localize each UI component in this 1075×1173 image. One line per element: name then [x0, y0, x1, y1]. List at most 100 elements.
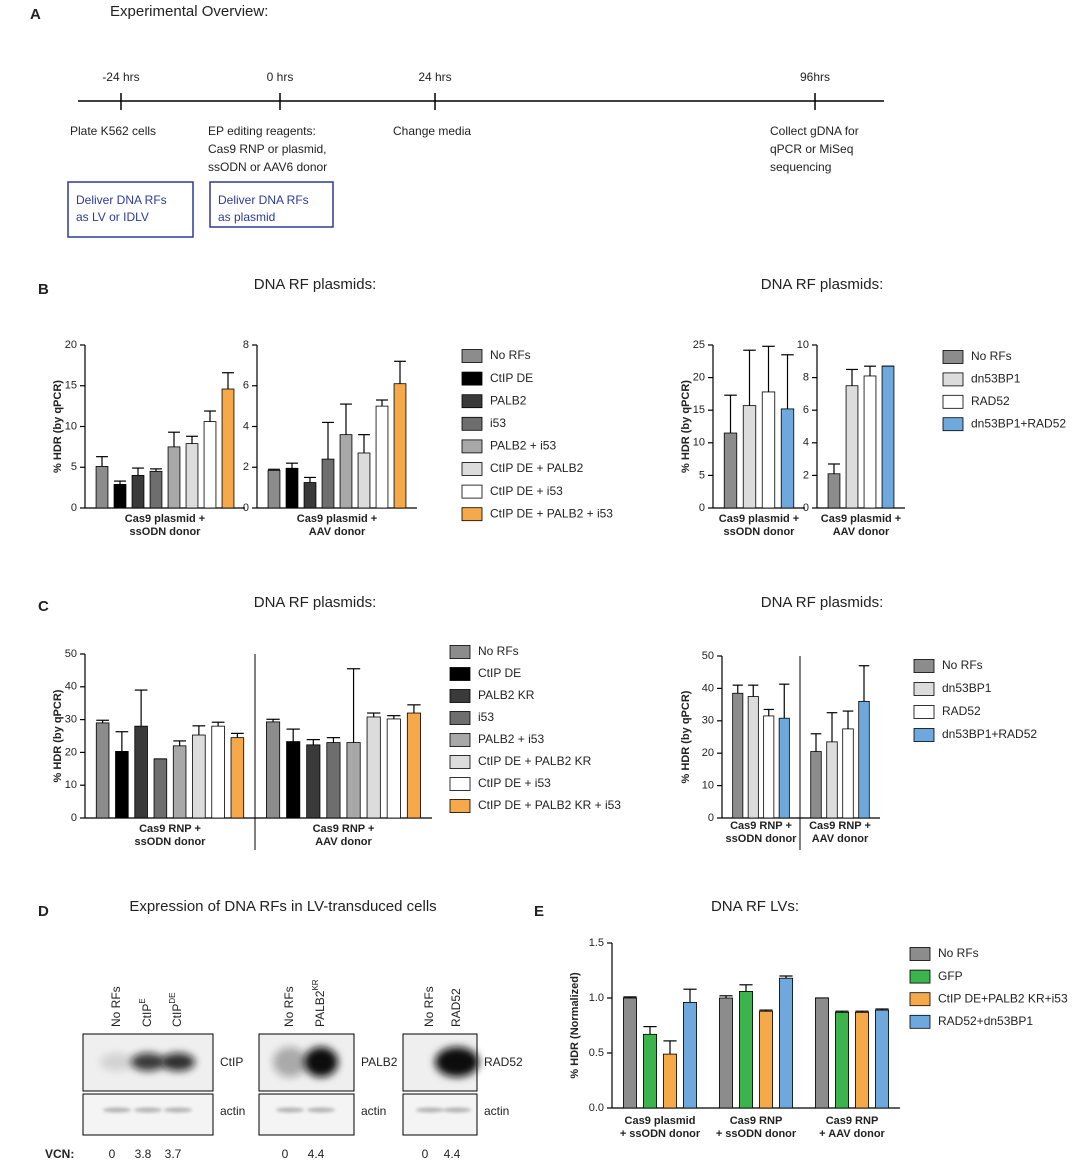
legend-swatch: [942, 417, 964, 432]
note-box: [209, 181, 334, 228]
y-tick-label: 30: [702, 715, 714, 727]
lane-sup: KR: [311, 979, 320, 990]
bar: [842, 728, 854, 819]
legend-swatch: [461, 349, 483, 363]
legend-swatch: [449, 777, 471, 791]
y-tick-label: 6: [803, 404, 809, 416]
y-tick-label: 2: [803, 469, 809, 481]
legend-swatch: [449, 733, 471, 747]
legend-swatch: [449, 755, 471, 769]
legend-label: dn53BP1: [971, 372, 1021, 386]
blot-lower: [82, 1093, 214, 1136]
bar: [306, 744, 321, 819]
bar: [286, 741, 301, 819]
x-category-label: Cas9 RNP +: [730, 820, 792, 832]
lane-label: No RFs: [282, 986, 296, 1027]
chart-title: DNA RF plasmids:: [254, 276, 377, 293]
legend-swatch: [461, 371, 483, 386]
y-tick-label: 5: [699, 469, 705, 481]
legend-label: No RFs: [938, 946, 979, 960]
legend-label: RAD52: [971, 394, 1010, 408]
note-box: [67, 181, 194, 238]
blot-band: [273, 1047, 307, 1077]
legend-swatch: [909, 947, 931, 961]
legend-swatch: [449, 645, 471, 659]
vcn-value: 3.8: [135, 1147, 152, 1161]
y-tick-label: 6: [243, 380, 249, 392]
y-axis-label: % HDR (by qPCR): [680, 690, 692, 783]
x-category-label: AAV donor: [309, 526, 366, 538]
note-text: Deliver DNA RFs: [218, 193, 309, 207]
x-category-label: AAV donor: [812, 833, 869, 845]
bar: [845, 385, 859, 509]
bar: [815, 997, 830, 1109]
x-category-label: Cas9 RNP +: [139, 823, 201, 835]
y-tick-label: 4: [803, 437, 809, 449]
legend-swatch: [913, 728, 935, 742]
band-label: PALB2: [361, 1055, 398, 1069]
lane-text: No RFs: [109, 986, 123, 1027]
x-category-label: Cas9 RNP +: [809, 820, 871, 832]
band-label: RAD52: [484, 1055, 523, 1069]
band-label: CtIP: [220, 1055, 243, 1069]
legend-label: CtIP DE + PALB2 KR + i53: [478, 798, 621, 812]
lane-label: RAD52: [449, 988, 463, 1027]
band-label: actin: [220, 1104, 245, 1118]
timeline-time: -24 hrs: [102, 70, 139, 84]
blot-band: [435, 1047, 479, 1077]
legend-label: PALB2 KR: [478, 688, 535, 702]
bar: [303, 482, 317, 509]
x-category-label: AAV donor: [833, 526, 890, 538]
bar: [406, 712, 421, 819]
bar: [285, 467, 299, 509]
bar: [357, 452, 371, 509]
bar: [386, 718, 401, 819]
bar: [113, 483, 127, 509]
x-category-label: ssODN donor: [130, 526, 202, 538]
bar: [393, 383, 407, 509]
vcn-value: 4.4: [308, 1147, 325, 1161]
y-tick-label: 0: [71, 812, 77, 824]
x-category-label: ssODN donor: [726, 833, 798, 845]
lane-label: No RFs: [422, 986, 436, 1027]
legend-label: No RFs: [971, 349, 1012, 363]
actin-band: [103, 1107, 131, 1113]
bar: [759, 1010, 774, 1109]
legend-label: RAD52: [942, 704, 981, 718]
y-tick-label: 2: [243, 461, 249, 473]
legend-label: GFP: [938, 969, 963, 983]
lane-sup: DE: [168, 993, 177, 1004]
bar: [810, 751, 822, 819]
bar: [339, 434, 353, 509]
bar: [221, 388, 235, 509]
y-tick-label: 4: [243, 420, 249, 432]
legend-label: i53: [478, 710, 494, 724]
legend-label: PALB2: [490, 393, 527, 407]
bar: [863, 375, 877, 509]
legend-label: i53: [490, 416, 506, 430]
timeline-step: Change media: [393, 124, 471, 138]
x-category-label: AAV donor: [315, 836, 372, 848]
legend-label: No RFs: [942, 658, 983, 672]
legend-swatch: [942, 350, 964, 364]
y-tick-label: 15: [65, 380, 77, 392]
y-tick-label: 30: [65, 714, 77, 726]
legend-label: CtIP DE + PALB2: [490, 461, 584, 475]
lane-text: RAD52: [449, 988, 463, 1027]
actin-band: [134, 1107, 162, 1113]
bar: [115, 751, 129, 819]
x-category-label: Cas9 plasmid +: [297, 513, 377, 525]
panel-label: A: [30, 6, 41, 23]
legend-swatch: [942, 394, 964, 409]
y-tick-label: 10: [65, 420, 77, 432]
y-tick-label: 50: [65, 648, 77, 660]
timeline-time: 0 hrs: [267, 70, 294, 84]
y-tick-label: 15: [693, 404, 705, 416]
timeline-step: ssODN or AAV6 donor: [208, 160, 327, 174]
bar: [683, 1002, 698, 1109]
bar: [266, 721, 281, 819]
y-tick-label: 10: [797, 339, 809, 351]
legend-swatch: [461, 394, 483, 409]
bar: [826, 741, 838, 819]
